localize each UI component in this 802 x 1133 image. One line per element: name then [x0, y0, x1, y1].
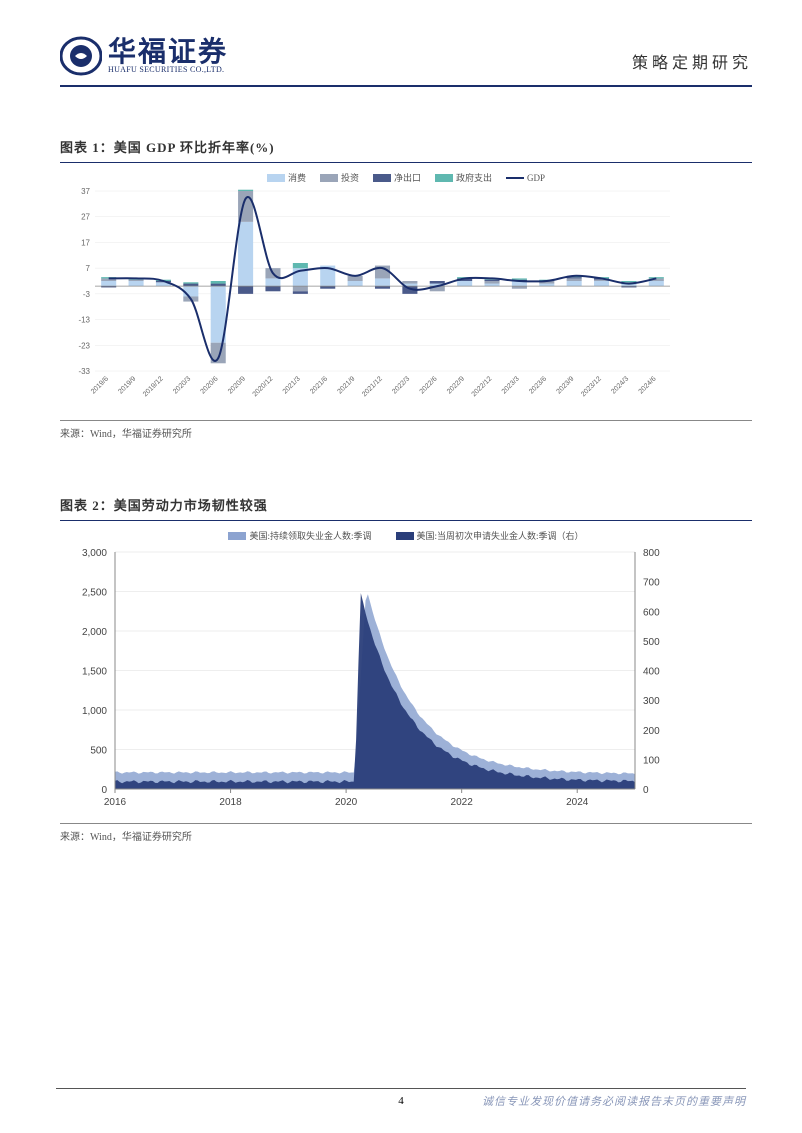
chart-2-svg: 0 500 1,000 1,500 2,000 2,500 3,000 0 100 200 300 4…	[60, 544, 680, 814]
svg-text:500: 500	[643, 637, 660, 648]
company-name-en: HUAFU SECURITIES CO.,LTD.	[108, 66, 228, 74]
svg-text:1,000: 1,000	[82, 706, 107, 717]
svg-text:200: 200	[643, 726, 660, 737]
svg-text:2,000: 2,000	[82, 627, 107, 638]
svg-text:2022: 2022	[451, 797, 474, 808]
company-name-cn: 华福证券	[108, 38, 228, 66]
svg-text:-33: -33	[78, 367, 90, 376]
svg-text:0: 0	[643, 785, 649, 796]
svg-text:27: 27	[81, 213, 90, 222]
chart-1-title: 图表 1：美国 GDP 环比折年率(%)	[60, 137, 752, 163]
svg-text:2022/6: 2022/6	[419, 375, 439, 395]
svg-text:-3: -3	[83, 290, 91, 299]
page-number: 4	[398, 1095, 404, 1107]
svg-text:2021/9: 2021/9	[336, 375, 356, 395]
svg-text:-13: -13	[78, 316, 90, 325]
svg-text:2024/6: 2024/6	[638, 375, 658, 395]
svg-text:2023/9: 2023/9	[555, 375, 575, 395]
svg-text:2019/9: 2019/9	[117, 375, 137, 395]
chart-2-title: 图表 2：美国劳动力市场韧性较强	[60, 495, 752, 521]
chart-2-legend: 美国:持续领取失业金人数:季调 美国:当周初次申请失业金人数:季调（右）	[60, 523, 752, 544]
svg-text:2020/3: 2020/3	[172, 375, 192, 395]
chart-1-area: 消费 投资 净出口 政府支出 GDP -33 -23 -13 -3 7 17 27 37 2019/6 2…	[60, 165, 752, 416]
svg-text:2019/6: 2019/6	[90, 375, 110, 395]
page-footer: 4 诚信专业发现价值请务必阅读报告末页的重要声明	[0, 1088, 802, 1109]
svg-text:600: 600	[643, 607, 660, 618]
chart-1-legend: 消费 投资 净出口 政府支出 GDP	[60, 165, 752, 186]
svg-text:2,500: 2,500	[82, 588, 107, 599]
svg-text:2024: 2024	[566, 797, 589, 808]
legend-item: 政府支出	[435, 171, 492, 184]
svg-text:400: 400	[643, 667, 660, 678]
chart-2-source: 来源：Wind，华福证券研究所	[60, 823, 752, 843]
svg-text:0: 0	[101, 785, 107, 796]
chart-1-block: 图表 1：美国 GDP 环比折年率(%) 消费投资净出口政府支出GDP -33-…	[60, 137, 752, 440]
svg-text:2019/12: 2019/12	[142, 375, 165, 398]
svg-text:3,000: 3,000	[82, 548, 107, 559]
company-logo: 华福证券 HUAFU SECURITIES CO.,LTD.	[60, 35, 228, 77]
svg-text:2023/3: 2023/3	[501, 375, 521, 395]
svg-text:2022/3: 2022/3	[391, 375, 411, 395]
svg-text:2016: 2016	[104, 797, 127, 808]
svg-text:700: 700	[643, 578, 660, 589]
svg-text:2024/3: 2024/3	[610, 375, 630, 395]
svg-text:100: 100	[643, 755, 660, 766]
svg-text:2021/12: 2021/12	[361, 375, 384, 398]
legend-item: 美国:持续领取失业金人数:季调	[228, 529, 371, 542]
svg-text:2020: 2020	[335, 797, 358, 808]
svg-text:7: 7	[86, 264, 91, 273]
footer-disclaimer: 诚信专业发现价值请务必阅读报告末页的重要声明	[482, 1093, 746, 1109]
svg-text:300: 300	[643, 696, 660, 707]
svg-text:2020/6: 2020/6	[200, 375, 220, 395]
svg-text:2022/12: 2022/12	[471, 375, 494, 398]
svg-text:2022/9: 2022/9	[446, 375, 466, 395]
document-type: 策略定期研究	[632, 49, 752, 77]
svg-text:2021/3: 2021/3	[282, 375, 302, 395]
chart-2-block: 图表 2：美国劳动力市场韧性较强 美国:持续领取失业金人数:季调 美国:当周初次申…	[60, 495, 752, 843]
page-header: 华福证券 HUAFU SECURITIES CO.,LTD. 策略定期研究	[60, 35, 752, 87]
legend-item: GDP	[506, 171, 545, 184]
logo-icon	[60, 35, 102, 77]
svg-text:2023/12: 2023/12	[580, 375, 603, 398]
legend-item: 美国:当周初次申请失业金人数:季调（右）	[396, 529, 584, 542]
legend-item: 消费	[267, 171, 306, 184]
svg-text:-23: -23	[78, 341, 90, 350]
chart-1-source: 来源：Wind，华福证券研究所	[60, 420, 752, 440]
svg-text:17: 17	[81, 238, 90, 247]
svg-text:2023/6: 2023/6	[528, 375, 548, 395]
svg-text:800: 800	[643, 548, 660, 559]
legend-item: 投资	[320, 171, 359, 184]
svg-text:2018: 2018	[219, 797, 242, 808]
svg-text:2020/12: 2020/12	[252, 375, 275, 398]
svg-text:500: 500	[90, 746, 107, 757]
chart-1-svg: -33 -23 -13 -3 7 17 27 37 2019/6 2019/92019/12 202…	[60, 186, 680, 411]
svg-text:2020/9: 2020/9	[227, 375, 247, 395]
svg-text:37: 37	[81, 187, 90, 196]
svg-text:1,500: 1,500	[82, 667, 107, 678]
chart-2-area: 美国:持续领取失业金人数:季调 美国:当周初次申请失业金人数:季调（右） 0 500…	[60, 523, 752, 819]
svg-text:2021/6: 2021/6	[309, 375, 329, 395]
legend-item: 净出口	[373, 171, 421, 184]
